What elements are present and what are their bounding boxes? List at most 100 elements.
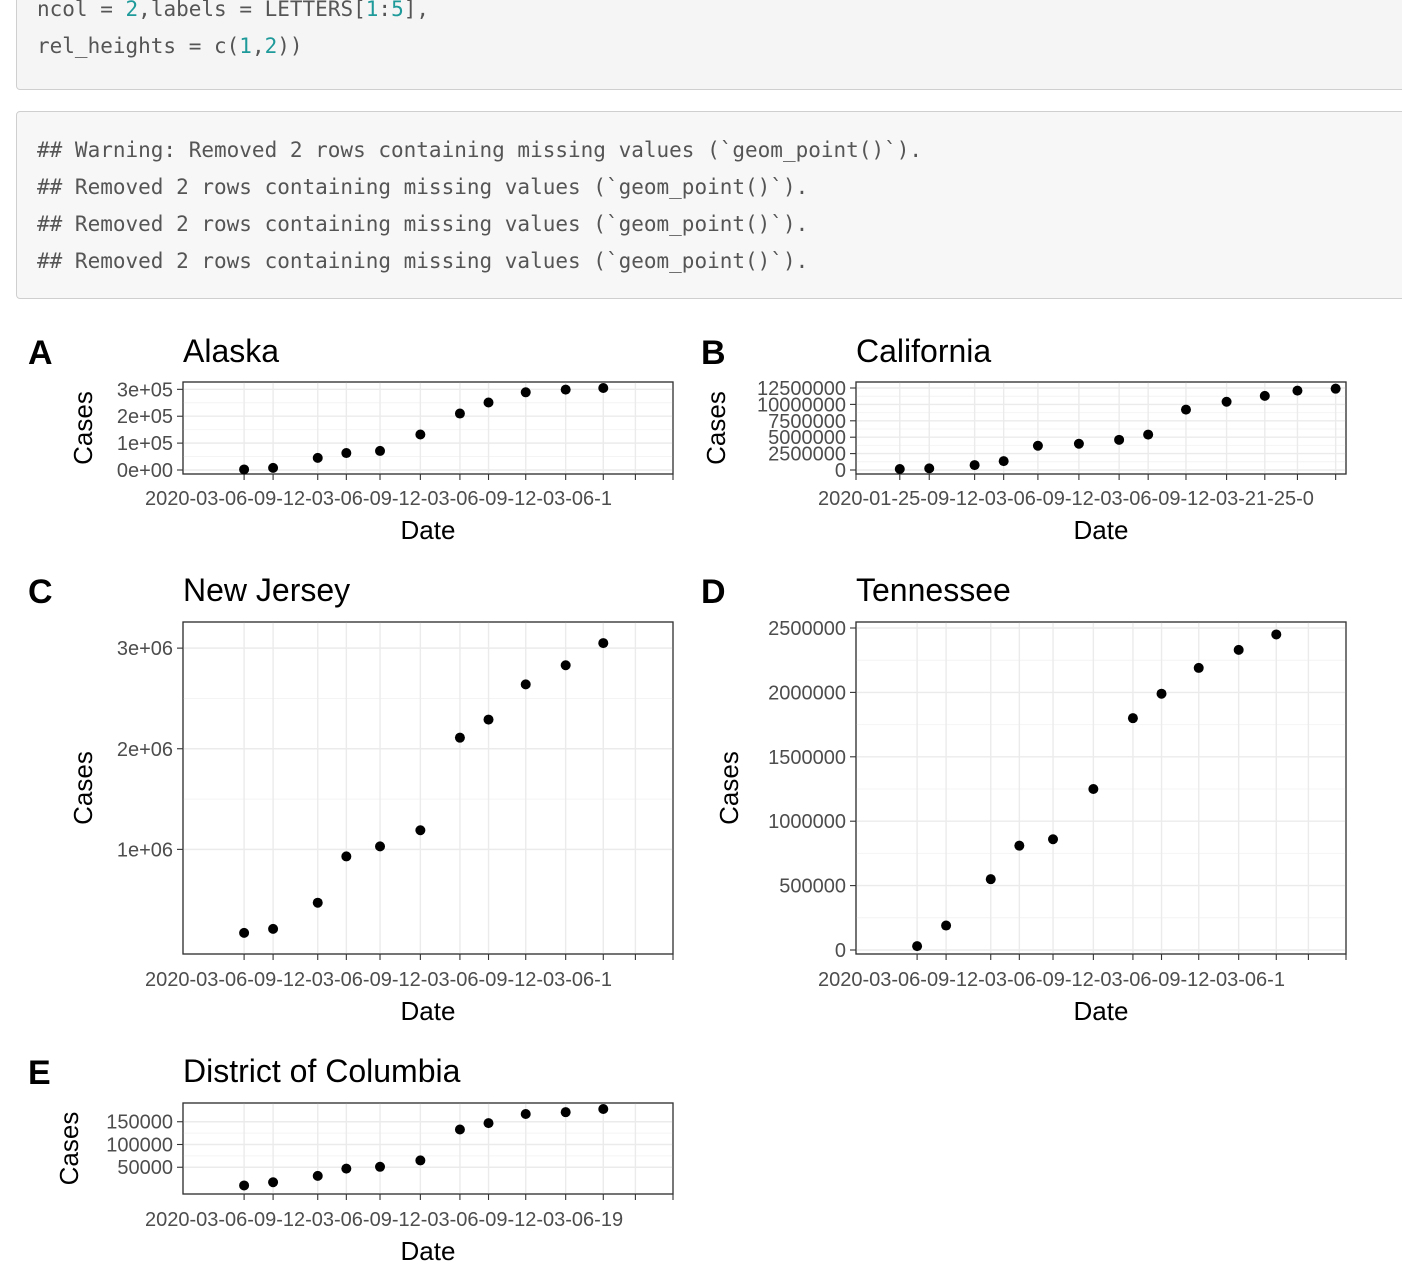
data-point <box>1127 713 1138 724</box>
data-point <box>239 464 250 475</box>
data-point <box>312 1170 323 1181</box>
data-point <box>483 714 494 725</box>
output-line: ## Removed 2 rows containing missing val… <box>37 212 809 236</box>
output-line: ## Removed 2 rows containing missing val… <box>37 175 809 199</box>
data-point <box>454 408 465 419</box>
data-point <box>941 920 952 931</box>
x-axis-title: Date <box>401 515 456 545</box>
plot-tag: A <box>28 334 53 372</box>
y-tick-label: 150000 <box>106 1112 173 1134</box>
x-tick-labels: 2020-03-06-09-12-03-06-09-12-03-06-09-12… <box>145 1209 623 1231</box>
y-tick-label: 50000 <box>117 1157 173 1179</box>
data-point <box>1271 629 1282 640</box>
data-point <box>1193 662 1204 673</box>
data-point <box>998 456 1009 467</box>
data-point <box>560 660 571 671</box>
y-tick-label: 10000000 <box>757 394 846 416</box>
x-tick-labels: 2020-03-06-09-12-03-06-09-12-03-06-09-12… <box>145 488 612 510</box>
code-block: ncol = 2,labels = LETTERS[1:5], rel_heig… <box>16 0 1402 90</box>
plot-tag: D <box>701 573 726 611</box>
data-point <box>454 1124 465 1135</box>
panel-border <box>182 621 674 955</box>
data-point <box>415 429 426 440</box>
data-point <box>1292 385 1303 396</box>
panel-background <box>182 1102 674 1195</box>
data-point <box>969 460 980 471</box>
plot-tag: B <box>701 334 726 372</box>
data-point <box>341 851 352 862</box>
data-point <box>924 463 935 474</box>
data-point <box>1114 434 1125 445</box>
code-line-1: ncol = 2,labels = LETTERS[1:5], <box>37 0 430 21</box>
y-tick-label: 2500000 <box>768 444 846 466</box>
y-tick-label: 0e+00 <box>117 460 173 482</box>
y-tick-label: 3e+05 <box>117 379 173 401</box>
y-axis-title: Cases <box>54 1112 84 1186</box>
data-point <box>268 923 279 934</box>
y-tick-label: 100000 <box>106 1134 173 1156</box>
data-point <box>1014 840 1025 851</box>
y-tick-label: 7500000 <box>768 411 846 433</box>
data-point <box>985 874 996 885</box>
data-point <box>1259 390 1270 401</box>
x-axis-title: Date <box>401 1236 456 1266</box>
data-point <box>268 462 279 473</box>
y-tick-label: 1500000 <box>768 747 846 769</box>
data-point <box>415 825 426 836</box>
y-tick-label: 5000000 <box>768 427 846 449</box>
plot-tag: E <box>28 1054 51 1092</box>
x-axis-title: Date <box>1074 996 1129 1026</box>
data-point <box>520 679 531 690</box>
data-point <box>483 1118 494 1129</box>
data-point <box>1180 404 1191 415</box>
plot-title: District of Columbia <box>183 1053 461 1089</box>
data-point <box>341 448 352 459</box>
y-tick-label: 3e+06 <box>117 638 173 660</box>
panel-border <box>182 381 674 475</box>
y-tick-label: 2e+06 <box>117 739 173 761</box>
y-tick-label: 1000000 <box>768 811 846 833</box>
data-point <box>520 387 531 398</box>
data-point <box>894 464 905 475</box>
y-axis-title: Cases <box>714 751 744 825</box>
output-block: ## Warning: Removed 2 rows containing mi… <box>16 111 1402 299</box>
data-point <box>483 397 494 408</box>
data-point <box>598 383 609 393</box>
plot-panel-a: 0e+00 1e+05 2e+05 3e+05 2020-03-06-09-12-03-… <box>28 333 674 545</box>
data-point <box>1221 396 1232 407</box>
panel-background <box>182 621 674 955</box>
data-point <box>598 1104 609 1114</box>
output-line: ## Warning: Removed 2 rows containing mi… <box>37 138 923 162</box>
data-point <box>1233 644 1244 655</box>
data-point <box>598 638 609 649</box>
data-point <box>1032 440 1043 451</box>
x-tick-labels: 2020-01-25-09-12-03-06-09-12-03-06-09-12… <box>818 488 1314 510</box>
data-point <box>560 1107 571 1118</box>
y-tick-label: 1e+06 <box>117 839 173 861</box>
data-point <box>912 941 923 952</box>
x-tick-labels: 2020-03-06-09-12-03-06-09-12-03-06-09-12… <box>818 969 1285 991</box>
plot-title: Alaska <box>183 333 279 369</box>
panel-background <box>855 621 1347 955</box>
x-axis-title: Date <box>1074 515 1129 545</box>
data-point <box>1330 383 1341 394</box>
y-tick-label: 2e+05 <box>117 406 173 428</box>
y-tick-label: 2000000 <box>768 682 846 704</box>
y-tick-label: 12500000 <box>757 378 846 400</box>
data-point <box>1088 784 1099 794</box>
plot-tag: C <box>28 573 53 611</box>
data-point <box>239 1180 250 1191</box>
data-point <box>312 452 323 463</box>
panel-border <box>855 381 1347 475</box>
y-tick-label: 0 <box>835 460 846 482</box>
data-point <box>1156 688 1167 699</box>
y-tick-label: 2500000 <box>768 618 846 640</box>
x-axis-title: Date <box>401 996 456 1026</box>
panel-border <box>855 621 1347 955</box>
data-point <box>1048 834 1059 845</box>
plot-panel-d: 0 500000 1000000 1500000 2000000 2500000 2020-… <box>701 572 1347 1026</box>
data-point <box>520 1109 531 1120</box>
data-point <box>268 1177 279 1188</box>
data-point <box>454 732 465 743</box>
